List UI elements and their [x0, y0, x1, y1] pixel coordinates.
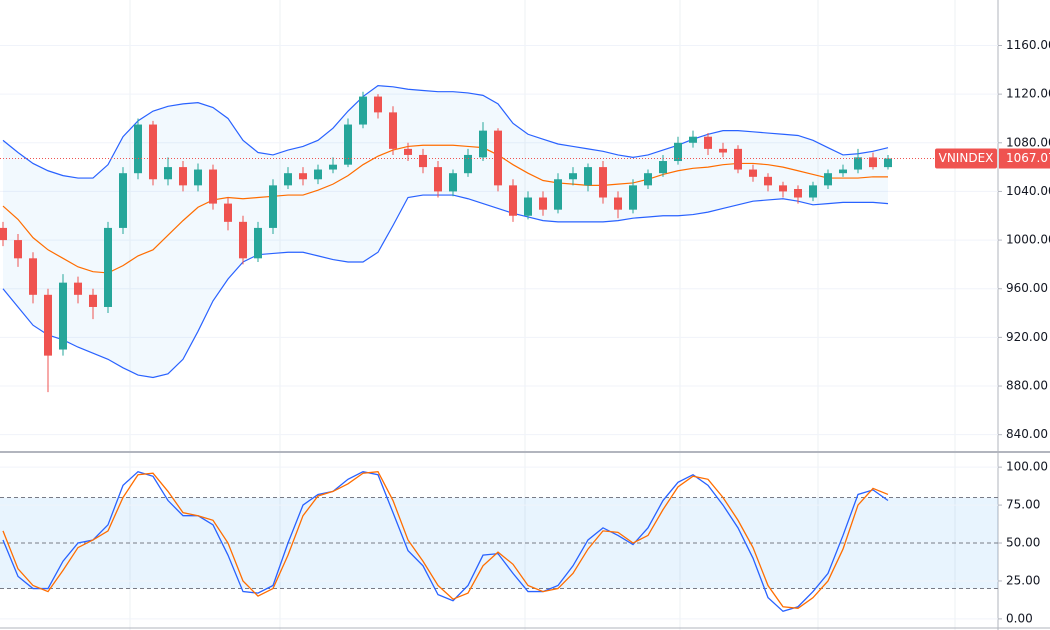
price-tag: [999, 148, 1050, 169]
candle-body: [884, 158, 892, 168]
candle-body: [314, 169, 322, 180]
candle-body: [74, 282, 82, 295]
candle-body: [599, 167, 607, 198]
candle-body: [44, 294, 52, 356]
candle-body: [509, 185, 517, 216]
candle-body: [449, 173, 457, 192]
candle-body: [704, 136, 712, 149]
candle-body: [299, 173, 307, 180]
candle-body: [464, 154, 472, 174]
candle-body: [809, 185, 817, 198]
candle-body: [389, 112, 397, 149]
candle-body: [569, 173, 577, 180]
candle-body: [284, 173, 292, 186]
candle-body: [224, 203, 232, 222]
y-tick-label: 1040.00: [1006, 184, 1050, 198]
candle-body: [119, 173, 127, 228]
candle-body: [719, 148, 727, 153]
candle-body: [254, 227, 262, 259]
candle-body: [179, 167, 187, 186]
candle-body: [29, 258, 37, 295]
candle-body: [434, 167, 442, 192]
candle-body: [824, 173, 832, 186]
candle-body: [479, 130, 487, 158]
candle-body: [764, 176, 772, 186]
candle-body: [239, 221, 247, 259]
candle-body: [629, 185, 637, 210]
time-grid: [129, 0, 956, 630]
candle-body: [209, 169, 217, 204]
y-tick-label: 880.00: [1006, 379, 1048, 393]
candle-body: [14, 240, 22, 259]
candle-body: [104, 227, 112, 307]
candle-body: [344, 124, 352, 165]
candle-body: [644, 173, 652, 186]
symbol-label: VNINDEX: [939, 151, 994, 165]
price-label: 1067.07: [1006, 151, 1050, 165]
y-tick-label: 1160.00: [1006, 38, 1050, 52]
candle-body: [359, 96, 367, 125]
band-line: [2, 85, 889, 179]
candle-body: [134, 124, 142, 174]
y-tick-label: 75.00: [1006, 498, 1040, 512]
candle-body: [329, 164, 337, 170]
candle-body: [374, 96, 382, 113]
y-tick-label: 960.00: [1006, 281, 1048, 295]
oscillator-line: [2, 470, 889, 613]
y-tick-label: 25.00: [1006, 573, 1040, 587]
band-line: [2, 194, 889, 379]
candle-body: [0, 227, 7, 241]
symbol-tag: [935, 148, 997, 169]
y-tick-label: 100.00: [1006, 460, 1048, 474]
oscillator-line: [2, 471, 889, 609]
candle-body: [269, 185, 277, 228]
candle-body: [194, 169, 202, 186]
candle-body: [419, 154, 427, 168]
candle-body: [539, 197, 547, 210]
candle-body: [869, 157, 877, 168]
candle-body: [584, 167, 592, 186]
y-tick-label: 1120.00: [1006, 87, 1050, 101]
candle-body: [494, 130, 502, 186]
candle-body: [524, 197, 532, 216]
y-tick-label: 1000.00: [1006, 233, 1050, 247]
candle-body: [854, 157, 862, 170]
candle-body: [689, 136, 697, 143]
candle-body: [89, 294, 97, 307]
y-tick-label: 1080.00: [1006, 135, 1050, 149]
y-tick-label: 0.00: [1006, 611, 1033, 625]
y-tick-label: 840.00: [1006, 427, 1048, 441]
candle-body: [794, 189, 802, 198]
candle-body: [59, 282, 67, 350]
y-tick-label: 50.00: [1006, 536, 1040, 550]
candle-body: [734, 148, 742, 170]
candle-body: [164, 167, 172, 180]
candle-body: [779, 185, 787, 192]
candle-body: [839, 169, 847, 174]
candle-body: [404, 148, 412, 155]
candle-body: [614, 197, 622, 210]
candle-body: [659, 161, 667, 174]
candle-body: [674, 142, 682, 162]
y-tick-label: 920.00: [1006, 330, 1048, 344]
candle-body: [749, 169, 757, 177]
candle-body: [149, 124, 157, 180]
candle-body: [554, 179, 562, 210]
